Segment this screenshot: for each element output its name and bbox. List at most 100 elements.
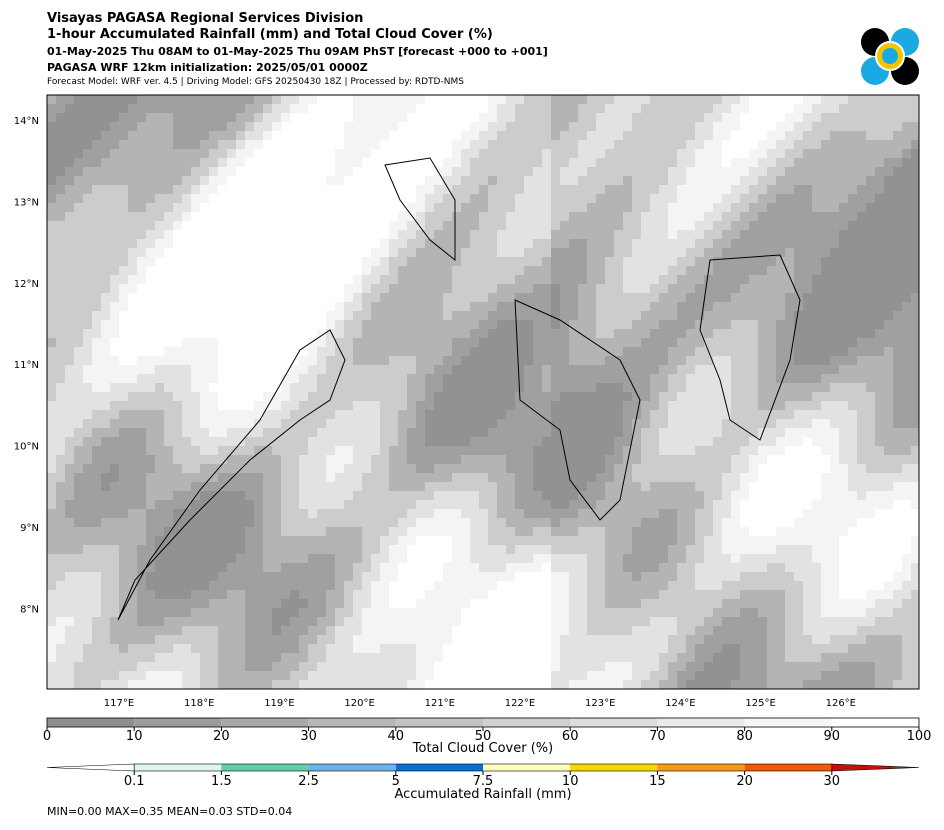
map-cell <box>335 482 344 491</box>
map-cell <box>830 437 839 446</box>
map-cell <box>290 95 299 104</box>
map-cell <box>155 167 164 176</box>
map-cell <box>173 221 182 230</box>
map-cell <box>281 302 290 311</box>
map-cell <box>155 464 164 473</box>
map-cell <box>668 158 677 167</box>
map-cell <box>650 293 659 302</box>
map-cell <box>488 491 497 500</box>
map-cell <box>803 104 812 113</box>
map-cell <box>632 194 641 203</box>
map-cell <box>92 104 101 113</box>
map-cell <box>560 302 569 311</box>
map-cell <box>209 293 218 302</box>
map-cell <box>218 95 227 104</box>
map-cell <box>479 374 488 383</box>
map-cell <box>587 392 596 401</box>
map-cell <box>191 473 200 482</box>
map-cell <box>821 446 830 455</box>
map-cell <box>749 365 758 374</box>
map-cell <box>47 275 56 284</box>
map-cell <box>389 320 398 329</box>
map-cell <box>155 113 164 122</box>
map-cell <box>875 410 884 419</box>
map-cell <box>488 275 497 284</box>
map-cell <box>119 167 128 176</box>
map-cell <box>137 392 146 401</box>
map-cell <box>245 392 254 401</box>
map-cell <box>74 437 83 446</box>
map-cell <box>65 554 74 563</box>
map-cell <box>245 113 254 122</box>
map-cell <box>335 185 344 194</box>
map-cell <box>416 212 425 221</box>
map-cell <box>74 419 83 428</box>
map-cell <box>92 221 101 230</box>
map-cell <box>857 221 866 230</box>
map-cell <box>461 302 470 311</box>
map-cell <box>731 230 740 239</box>
map-cell <box>632 185 641 194</box>
map-cell <box>452 374 461 383</box>
map-cell <box>659 284 668 293</box>
map-cell <box>272 428 281 437</box>
map-cell <box>497 194 506 203</box>
map-cell <box>407 356 416 365</box>
map-cell <box>182 428 191 437</box>
map-cell <box>407 149 416 158</box>
map-cell <box>857 401 866 410</box>
map-cell <box>452 284 461 293</box>
map-cell <box>722 275 731 284</box>
map-cell <box>569 536 578 545</box>
map-cell <box>308 293 317 302</box>
map-cell <box>227 113 236 122</box>
map-cell <box>47 284 56 293</box>
map-cell <box>659 482 668 491</box>
map-cell <box>200 230 209 239</box>
map-cell <box>830 383 839 392</box>
map-cell <box>56 545 65 554</box>
map-cell <box>749 284 758 293</box>
map-cell <box>389 374 398 383</box>
map-cell <box>479 356 488 365</box>
map-cell <box>200 428 209 437</box>
map-cell <box>758 203 767 212</box>
map-cell <box>704 473 713 482</box>
map-cell <box>695 131 704 140</box>
map-cell <box>101 329 110 338</box>
map-cell <box>380 410 389 419</box>
map-cell <box>254 329 263 338</box>
map-cell <box>767 365 776 374</box>
map-cell <box>587 221 596 230</box>
map-cell <box>236 275 245 284</box>
map-cell <box>794 131 803 140</box>
map-cell <box>470 419 479 428</box>
map-cell <box>83 329 92 338</box>
map-cell <box>776 131 785 140</box>
map-cell <box>668 338 677 347</box>
map-cell <box>344 95 353 104</box>
map-cell <box>731 194 740 203</box>
map-cell <box>326 113 335 122</box>
map-cell <box>686 356 695 365</box>
map-cell <box>839 401 848 410</box>
map-cell <box>209 275 218 284</box>
map-cell <box>83 437 92 446</box>
map-cell <box>407 122 416 131</box>
map-cell <box>578 527 587 536</box>
map-cell <box>803 392 812 401</box>
map-cell <box>164 176 173 185</box>
map-cell <box>452 275 461 284</box>
map-cell <box>200 518 209 527</box>
map-cell <box>893 428 902 437</box>
map-cell <box>776 401 785 410</box>
map-cell <box>551 464 560 473</box>
map-cell <box>74 527 83 536</box>
map-cell <box>749 374 758 383</box>
map-cell <box>281 482 290 491</box>
map-cell <box>479 509 488 518</box>
map-cell <box>182 545 191 554</box>
map-cell <box>137 230 146 239</box>
map-cell <box>173 383 182 392</box>
map-cell <box>650 419 659 428</box>
